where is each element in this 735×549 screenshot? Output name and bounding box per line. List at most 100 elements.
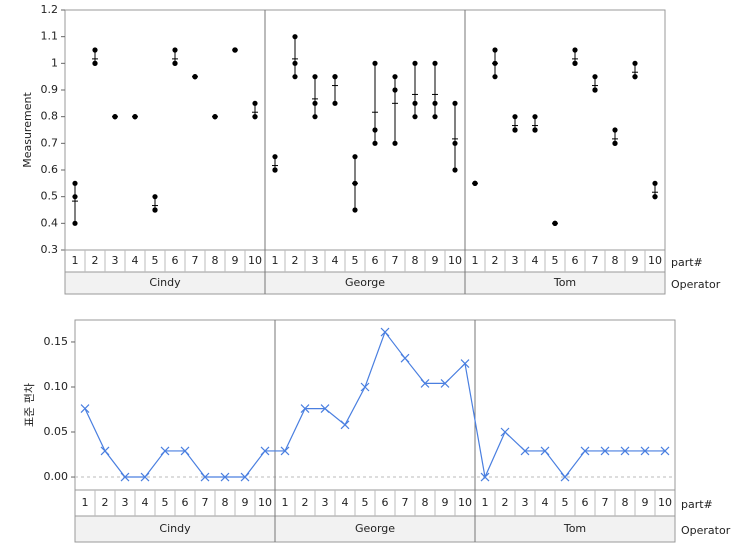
x-axis-label: part# — [671, 256, 703, 269]
part-label: 2 — [502, 496, 509, 509]
point — [452, 140, 458, 146]
point — [252, 100, 258, 106]
part-label: 6 — [382, 496, 389, 509]
x-axis-label: part# — [681, 498, 713, 511]
part-label: 6 — [582, 496, 589, 509]
x-marker — [260, 446, 270, 456]
point — [372, 127, 378, 133]
point — [612, 140, 618, 146]
point — [92, 47, 98, 53]
x-marker — [140, 472, 150, 482]
part-label: 7 — [192, 254, 199, 267]
part-label: 8 — [612, 254, 619, 267]
x-marker — [380, 327, 390, 337]
part-label: 6 — [572, 254, 579, 267]
x-marker — [120, 472, 130, 482]
point — [492, 47, 498, 53]
part-label: 1 — [282, 496, 289, 509]
part-label: 4 — [132, 254, 139, 267]
x-marker — [220, 472, 230, 482]
point — [432, 100, 438, 106]
x-marker — [300, 404, 310, 414]
point — [392, 140, 398, 146]
x-axis-label: Operator — [681, 524, 731, 537]
part-label: 2 — [92, 254, 99, 267]
part-label: 8 — [622, 496, 629, 509]
point — [452, 167, 458, 173]
point — [612, 127, 618, 133]
x-marker — [480, 472, 490, 482]
x-marker — [520, 446, 530, 456]
part-label: 7 — [392, 254, 399, 267]
x-marker — [540, 446, 550, 456]
x-marker — [240, 472, 250, 482]
x-marker — [420, 378, 430, 388]
part-label: 5 — [562, 496, 569, 509]
point — [212, 114, 218, 120]
point — [92, 60, 98, 66]
x-marker — [280, 446, 290, 456]
point — [192, 74, 198, 80]
point — [272, 167, 278, 173]
part-label: 10 — [258, 496, 272, 509]
x-marker — [180, 446, 190, 456]
point — [592, 74, 598, 80]
x-marker — [400, 353, 410, 363]
operator-label: Tom — [553, 276, 576, 289]
part-label: 3 — [112, 254, 119, 267]
point — [312, 74, 318, 80]
point — [412, 100, 418, 106]
point — [332, 100, 338, 106]
part-label: 4 — [142, 496, 149, 509]
point — [112, 114, 118, 120]
point — [392, 87, 398, 93]
x-marker — [620, 446, 630, 456]
part-label: 5 — [152, 254, 159, 267]
part-label: 2 — [492, 254, 499, 267]
point — [152, 194, 158, 200]
point — [232, 47, 238, 53]
operator-label: George — [355, 522, 395, 535]
point — [152, 207, 158, 213]
part-label: 1 — [482, 496, 489, 509]
x-marker — [560, 472, 570, 482]
part-label: 9 — [442, 496, 449, 509]
point — [312, 100, 318, 106]
x-marker — [80, 404, 90, 414]
y-tick-label: 0.00 — [44, 470, 69, 483]
part-label: 5 — [362, 496, 369, 509]
part-label: 7 — [592, 254, 599, 267]
point — [532, 114, 538, 120]
part-label: 5 — [352, 254, 359, 267]
point — [512, 114, 518, 120]
x-marker — [160, 446, 170, 456]
part-label: 7 — [202, 496, 209, 509]
y-tick-label: 0.6 — [41, 163, 59, 176]
y-tick-label: 0.05 — [44, 425, 69, 438]
part-label: 10 — [658, 496, 672, 509]
point — [632, 74, 638, 80]
operator-label: George — [345, 276, 385, 289]
x-marker — [440, 378, 450, 388]
x-marker — [600, 446, 610, 456]
y-tick-label: 0.7 — [41, 136, 59, 149]
part-label: 10 — [458, 496, 472, 509]
operator-label: Cindy — [149, 276, 181, 289]
operator-label: Cindy — [159, 522, 191, 535]
point — [252, 114, 258, 120]
sd-line — [84, 330, 665, 480]
point — [292, 34, 298, 40]
x-marker — [500, 427, 510, 437]
part-label: 3 — [122, 496, 129, 509]
point — [352, 207, 358, 213]
part-label: 1 — [72, 254, 79, 267]
part-label: 2 — [102, 496, 109, 509]
x-marker — [100, 446, 110, 456]
point — [352, 154, 358, 160]
plot-frame — [64, 9, 666, 251]
part-label: 9 — [432, 254, 439, 267]
operator-label: Tom — [563, 522, 586, 535]
point — [292, 74, 298, 80]
part-label: 5 — [552, 254, 559, 267]
y-axis-label: Measurement — [21, 92, 34, 168]
